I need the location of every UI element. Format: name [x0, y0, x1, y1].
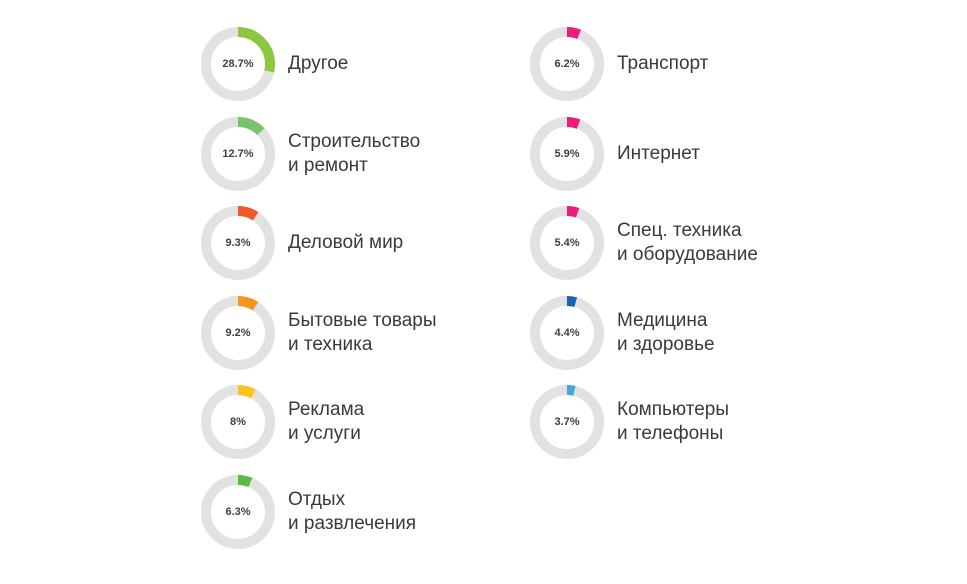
- donut-ring: [530, 206, 604, 280]
- donut-ring: [530, 385, 604, 459]
- donut-segment: [530, 385, 604, 459]
- category-label-line: и техника: [288, 333, 373, 355]
- category-label-line: и телефоны: [617, 423, 724, 444]
- percent-label: 12.7%: [222, 147, 254, 160]
- percent-label: 4.4%: [554, 326, 580, 339]
- category-label-line: Медицина: [617, 309, 708, 331]
- donut-ring: [201, 116, 275, 191]
- category-label-line: и ремонт: [288, 154, 368, 176]
- donut-segment: [201, 206, 275, 280]
- category-label: Медицина и здоровье: [617, 295, 715, 371]
- percent-label: 6.3%: [225, 505, 251, 518]
- category-label: Строительство и ремонт: [288, 116, 420, 192]
- category-label: Отдых и развлечения: [288, 474, 416, 550]
- category-label-line: Транспорт: [617, 53, 709, 74]
- category-label-line: Спец. техника: [617, 220, 742, 241]
- donut-segment: [201, 27, 275, 101]
- donut-segment: [201, 116, 275, 191]
- category-label-line: Реклама: [288, 399, 365, 420]
- donut-segment: [530, 116, 604, 191]
- category-label: Компьютеры и телефоны: [617, 384, 729, 460]
- donut-ring: [201, 27, 275, 101]
- percent-label: 5.4%: [554, 237, 580, 249]
- category-label: Деловой мир: [288, 205, 403, 281]
- category-label-line: и услуги: [288, 423, 361, 444]
- percent-label: 3.7%: [554, 416, 580, 428]
- category-label: Интернет: [617, 116, 700, 192]
- donut-ring: [530, 116, 604, 191]
- category-label: Транспорт: [617, 26, 708, 102]
- donut-segment: [201, 295, 275, 370]
- donut-segment: [201, 385, 275, 459]
- category-label-line: Отдых: [288, 488, 346, 510]
- donut-segment: [201, 474, 275, 549]
- category-label-line: и здоровье: [617, 333, 715, 355]
- category-label-line: Строительство: [288, 130, 421, 152]
- category-label-line: Бытовые товары: [288, 309, 437, 331]
- donut-ring: [530, 295, 604, 370]
- percent-label: 5.9%: [554, 147, 580, 160]
- donut-segment: [530, 206, 604, 280]
- category-label: Спец. техника и оборудование: [617, 205, 758, 281]
- donut-ring: [201, 295, 275, 370]
- donut-ring: [201, 206, 275, 280]
- percent-label: 9.2%: [225, 326, 251, 339]
- donut-ring: [201, 385, 275, 459]
- category-label-line: Компьютеры: [617, 399, 729, 420]
- category-label-line: Интернет: [617, 142, 700, 164]
- donut-ring: [530, 27, 604, 101]
- percent-label: 8%: [230, 416, 246, 428]
- category-label: Бытовые товары и техника: [288, 295, 437, 371]
- donut-segment: [530, 27, 604, 101]
- percent-label: 9.3%: [225, 237, 251, 249]
- donut-ring: [201, 474, 275, 549]
- percent-label: 6.2%: [554, 58, 580, 70]
- percent-label: 28.7%: [222, 58, 254, 70]
- category-label-line: Деловой мир: [288, 232, 404, 253]
- category-label-line: и оборудование: [617, 244, 758, 265]
- category-label-line: и развлечения: [288, 512, 417, 534]
- category-label: Другое: [288, 26, 348, 102]
- donut-segment: [530, 295, 604, 370]
- category-label-line: Другое: [288, 53, 349, 74]
- category-label: Реклама и услуги: [288, 384, 364, 460]
